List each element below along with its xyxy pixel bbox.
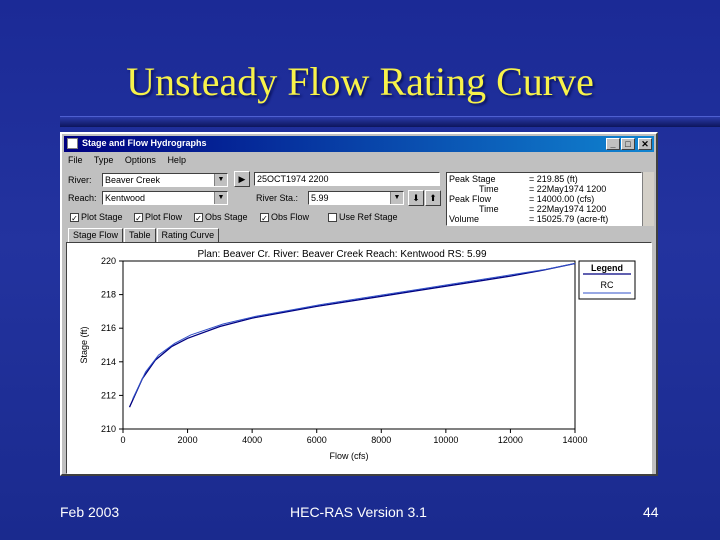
- stat-key: Time: [479, 184, 499, 194]
- series-lines: [128, 262, 576, 408]
- footer-page-number: 44: [643, 504, 659, 520]
- chart-title: Plan: Beaver Cr. River: Beaver Creek Rea…: [197, 249, 486, 260]
- river-sta-select[interactable]: 5.99 ▼: [308, 191, 404, 205]
- checkbox-box[interactable]: ✓: [134, 212, 143, 223]
- peak-stats-panel: Peak Stage = 219.85 (ft) Time = 22May197…: [446, 172, 642, 226]
- x-tick-label: 12000: [498, 435, 523, 445]
- close-button[interactable]: ✕: [638, 138, 652, 150]
- menu-type[interactable]: Type: [93, 155, 114, 165]
- checkbox-plot-stage[interactable]: ✓ Plot Stage: [70, 212, 123, 223]
- x-tick-label: 8000: [371, 435, 391, 445]
- window-title: Stage and Flow Hydrographs: [82, 138, 207, 148]
- checkbox-label: Use Ref Stage: [339, 212, 398, 222]
- maximize-button[interactable]: □: [621, 138, 635, 150]
- checkbox-box[interactable]: ✓: [260, 212, 269, 223]
- reach-select-value: Kentwood: [105, 193, 146, 203]
- x-tick-label: 4000: [242, 435, 262, 445]
- checkbox-obs-flow[interactable]: ✓ Obs Flow: [260, 212, 310, 223]
- legend-entry: RC: [601, 280, 614, 290]
- checkbox-label: Plot Flow: [145, 212, 183, 222]
- x-axis: 0 2000 4000 6000 8000 10000 12000 14000: [120, 429, 588, 445]
- app-icon: [67, 138, 78, 149]
- stat-key: Volume: [449, 214, 480, 224]
- slide-title: Unsteady Flow Rating Curve: [126, 59, 594, 104]
- y-tick-label: 214: [101, 357, 116, 367]
- x-tick-label: 2000: [178, 435, 198, 445]
- title-underline: [60, 116, 720, 127]
- time-field[interactable]: 25OCT1974 2200: [254, 172, 440, 186]
- station-up-button[interactable]: ⬆: [425, 190, 441, 206]
- checkbox-label: Plot Stage: [81, 212, 123, 222]
- stat-value: = 219.85 (ft): [529, 174, 578, 184]
- river-select[interactable]: Beaver Creek ▼: [102, 173, 228, 187]
- chevron-down-icon[interactable]: ▼: [390, 192, 403, 204]
- legend: Legend RC: [578, 260, 636, 300]
- chevron-down-icon[interactable]: ▼: [214, 174, 227, 186]
- checkbox-box[interactable]: ✓: [70, 212, 79, 223]
- stat-value: = 22May1974 1200: [529, 204, 607, 214]
- checkbox-plot-flow[interactable]: ✓ Plot Flow: [134, 212, 183, 223]
- x-axis-label: Flow (cfs): [330, 451, 369, 461]
- x-tick-label: 10000: [433, 435, 458, 445]
- chevron-down-icon[interactable]: ▼: [214, 192, 227, 204]
- tab-rating-curve[interactable]: Rating Curve: [156, 228, 220, 243]
- y-axis-label: Stage (ft): [79, 326, 89, 363]
- checkbox-label: Obs Flow: [271, 212, 310, 222]
- tab-stage-flow[interactable]: Stage Flow: [68, 228, 124, 243]
- reach-select[interactable]: Kentwood ▼: [102, 191, 228, 205]
- river-select-value: Beaver Creek: [105, 175, 161, 185]
- stage-flow-window: Stage and Flow Hydrographs _ □ ✕ File Ty…: [60, 132, 658, 476]
- tab-table[interactable]: Table: [124, 228, 156, 243]
- reach-label: Reach:: [68, 193, 97, 203]
- checkbox-use-ref-stage[interactable]: Use Ref Stage: [328, 212, 398, 222]
- footer-title: HEC-RAS Version 3.1: [290, 504, 427, 520]
- rating-curve-chart: Plan: Beaver Cr. River: Beaver Creek Rea…: [79, 249, 636, 461]
- window-titlebar[interactable]: Stage and Flow Hydrographs _ □ ✕: [64, 136, 654, 152]
- stat-key: Peak Stage: [449, 174, 496, 184]
- series-line-rc: [128, 262, 576, 408]
- y-axis: 210 212 214 216 218 220: [101, 256, 123, 434]
- checkbox-box[interactable]: ✓: [194, 212, 203, 223]
- plot-frame: [122, 260, 576, 430]
- footer-date: Feb 2003: [60, 504, 120, 520]
- checkbox-label: Obs Stage: [205, 212, 248, 222]
- y-tick-label: 210: [101, 424, 116, 434]
- y-tick-label: 220: [101, 256, 116, 266]
- y-tick-label: 212: [101, 390, 116, 400]
- y-tick-label: 216: [101, 323, 116, 333]
- x-tick-label: 6000: [307, 435, 327, 445]
- station-down-button[interactable]: ⬇: [408, 190, 424, 206]
- stat-value: = 15025.79 (acre-ft): [529, 214, 609, 224]
- checkbox-obs-stage[interactable]: ✓ Obs Stage: [194, 212, 248, 223]
- legend-title: Legend: [591, 263, 623, 273]
- play-animation-button[interactable]: ▶: [234, 171, 250, 187]
- minimize-button[interactable]: _: [606, 138, 620, 150]
- stat-key: Time: [479, 204, 499, 214]
- stat-key: Peak Flow: [449, 194, 492, 204]
- river-sta-label: River Sta.:: [256, 193, 299, 203]
- menu-file[interactable]: File: [68, 155, 83, 165]
- y-tick-label: 218: [101, 290, 116, 300]
- river-label: River:: [68, 175, 92, 185]
- stat-value: = 22May1974 1200: [529, 184, 607, 194]
- checkbox-box[interactable]: [328, 212, 337, 222]
- menu-options[interactable]: Options: [124, 155, 156, 165]
- tab-strip: Stage Flow Table Rating Curve: [68, 228, 220, 243]
- plot-area[interactable]: Plan: Beaver Cr. River: Beaver Creek Rea…: [66, 242, 652, 474]
- stats-scrollbar[interactable]: [642, 172, 654, 226]
- series-line-observed: [132, 263, 576, 400]
- time-value: 25OCT1974 2200: [257, 174, 329, 184]
- menubar: File Type Options Help: [68, 155, 195, 167]
- x-tick-label: 14000: [562, 435, 587, 445]
- x-tick-label: 0: [120, 435, 125, 445]
- river-sta-value: 5.99: [311, 193, 329, 203]
- menu-help[interactable]: Help: [167, 155, 186, 165]
- stat-value: = 14000.00 (cfs): [529, 194, 595, 204]
